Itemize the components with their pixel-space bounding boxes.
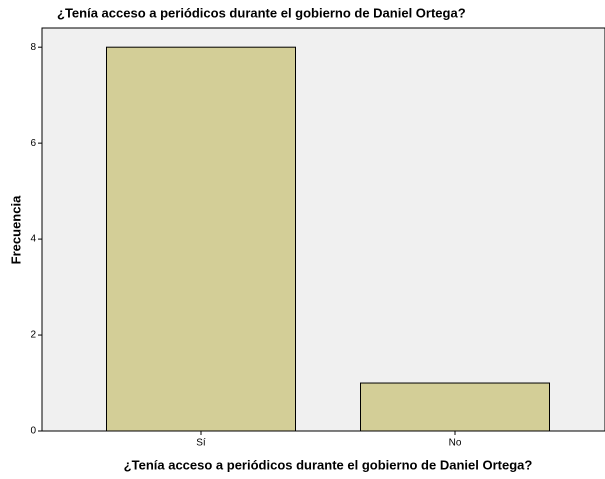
bar: [106, 46, 296, 432]
y-tick-label: 2: [30, 330, 36, 341]
y-tick-label: 4: [30, 234, 36, 245]
y-tick-label: 6: [30, 138, 36, 149]
y-tick-label: 0: [30, 426, 36, 437]
bar: [360, 382, 550, 432]
x-tick-label: Sí: [196, 438, 206, 449]
x-axis-label: ¿Tenía acceso a periódicos durante el go…: [124, 457, 533, 472]
x-tick-label: No: [449, 438, 462, 449]
y-tick-label: 8: [30, 42, 36, 53]
y-axis-label: Frecuencia: [8, 195, 23, 264]
chart-title: ¿Tenía acceso a periódicos durante el go…: [57, 5, 466, 20]
